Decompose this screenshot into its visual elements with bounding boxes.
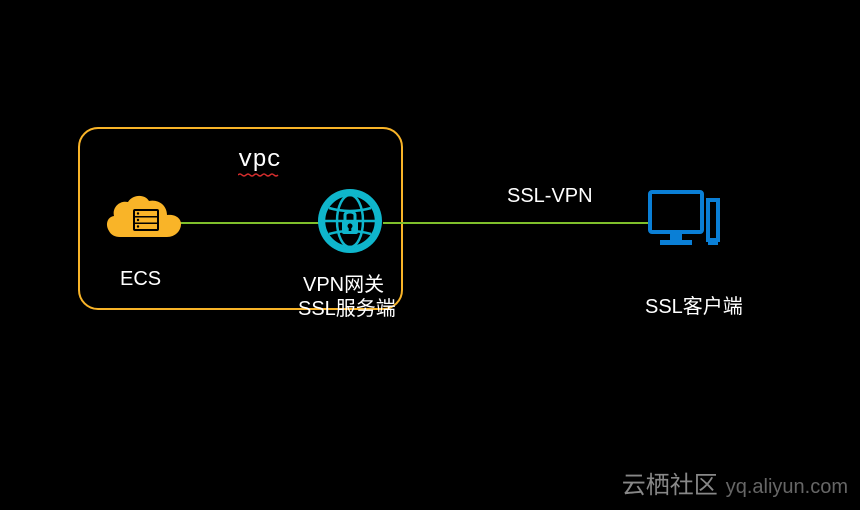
watermark-sub: yq.aliyun.com [726,476,848,499]
spellcheck-underline [238,173,280,177]
ecs-cloud-icon [105,195,185,250]
vpn-gateway-label-line2: SSL服务端 [298,292,396,321]
line-ecs-to-vpn [180,222,320,224]
line-vpn-to-client [383,222,650,224]
vpn-globe-lock-icon [315,186,385,256]
ssl-vpn-label: SSL-VPN [507,185,593,208]
client-desktop-icon [648,188,720,253]
ssl-client-label: SSL客户端 [645,290,743,319]
ecs-label: ECS [120,268,161,291]
watermark: 云栖社区 yq.aliyun.com [622,465,848,500]
watermark-main: 云栖社区 [622,465,718,500]
vpc-label: vpc [238,147,281,174]
